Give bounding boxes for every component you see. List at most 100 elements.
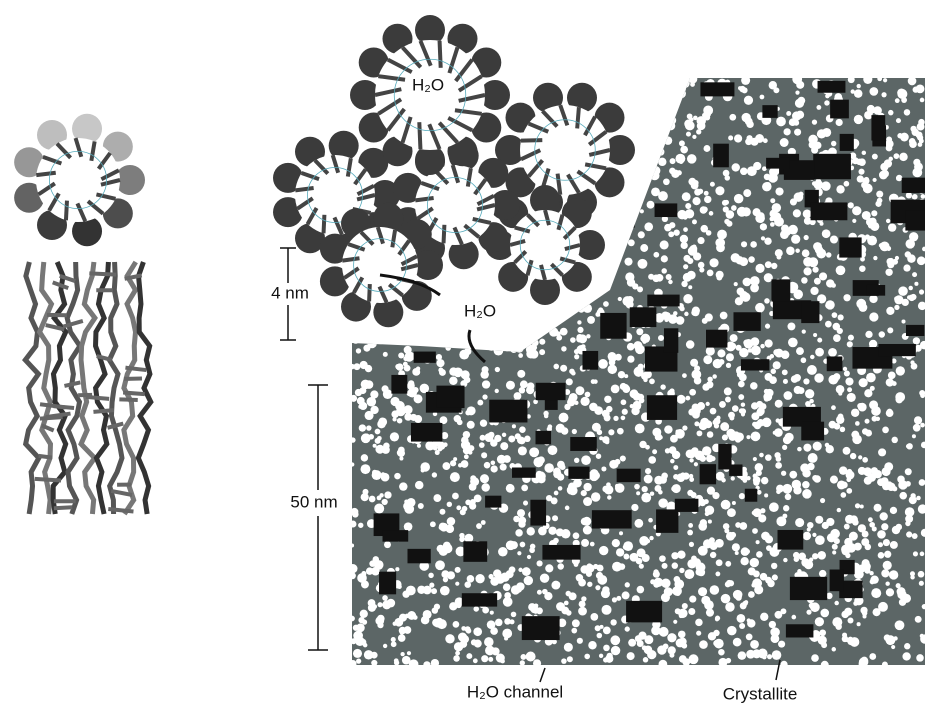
pore — [847, 393, 856, 402]
crosslink — [53, 406, 74, 408]
pore — [914, 416, 922, 424]
pore — [358, 617, 364, 623]
pore — [593, 379, 598, 384]
pore — [360, 610, 368, 618]
pore — [592, 423, 601, 432]
pore — [803, 378, 809, 384]
crystallite — [624, 80, 639, 96]
pore — [831, 405, 836, 410]
crystallite — [818, 81, 846, 93]
channel-label: H₂O channel — [467, 682, 563, 701]
pore — [750, 337, 759, 346]
pore — [822, 229, 831, 238]
crystallite — [596, 83, 632, 94]
pore — [772, 574, 778, 580]
pore — [836, 385, 845, 394]
pore — [739, 373, 747, 381]
pore — [682, 373, 687, 378]
pore — [417, 333, 423, 339]
pore — [518, 332, 527, 341]
pore — [849, 532, 858, 541]
pore — [548, 313, 555, 320]
pore — [885, 582, 889, 586]
crystallite — [790, 577, 827, 600]
pore — [661, 268, 667, 274]
pore — [553, 364, 559, 370]
pore — [645, 111, 654, 120]
pore — [527, 527, 535, 535]
pore — [847, 341, 853, 347]
pore — [820, 498, 825, 503]
pore — [716, 275, 722, 281]
pore — [572, 619, 580, 627]
pore — [511, 585, 520, 594]
pore — [692, 135, 696, 139]
pore — [369, 320, 375, 326]
pore — [786, 247, 795, 256]
pore — [542, 589, 548, 595]
pore — [350, 543, 354, 547]
pore — [832, 550, 836, 554]
pore — [884, 551, 891, 558]
pore — [830, 476, 838, 484]
pore — [801, 277, 808, 284]
pore — [862, 531, 869, 538]
pore — [858, 158, 866, 166]
pore — [606, 406, 612, 412]
pore — [394, 658, 399, 663]
pore — [612, 539, 620, 547]
pore — [565, 591, 571, 597]
pore — [485, 646, 495, 656]
pore — [877, 76, 882, 81]
pore — [670, 158, 676, 164]
pore — [677, 89, 686, 98]
pore — [480, 474, 489, 483]
pore — [887, 327, 893, 333]
pore — [625, 582, 630, 587]
pore — [361, 493, 369, 501]
pore — [487, 620, 496, 629]
pore — [551, 581, 560, 590]
pore — [527, 555, 531, 559]
pore — [706, 455, 714, 463]
pore — [434, 279, 441, 286]
pore — [630, 125, 637, 132]
pore — [810, 355, 815, 360]
pore — [741, 547, 750, 556]
pore — [639, 564, 644, 569]
pore — [740, 408, 746, 414]
pore — [870, 575, 878, 583]
pore — [518, 568, 522, 572]
pore — [625, 272, 634, 281]
pore — [642, 554, 650, 562]
pore — [622, 384, 629, 391]
pore — [863, 75, 872, 84]
pore — [366, 567, 373, 574]
pore — [836, 119, 843, 126]
pore — [728, 135, 733, 140]
pore — [490, 611, 494, 615]
pore — [522, 299, 530, 307]
pore — [603, 657, 608, 662]
crystallite — [542, 545, 580, 560]
pore — [575, 296, 584, 305]
pore — [449, 317, 454, 322]
pore — [622, 189, 629, 196]
pore — [608, 429, 614, 435]
pore — [473, 335, 480, 342]
pore — [916, 654, 924, 662]
pore — [842, 547, 850, 555]
pore — [482, 366, 489, 373]
pore — [872, 526, 877, 531]
pore — [539, 349, 545, 355]
pore — [510, 541, 518, 549]
pore — [770, 222, 775, 227]
pore — [703, 105, 713, 115]
pore — [869, 312, 878, 321]
pore — [530, 544, 536, 550]
single-micelle-and-polymer — [14, 114, 151, 514]
pore — [460, 509, 466, 515]
pore — [422, 322, 431, 331]
pore — [676, 316, 685, 325]
pore — [729, 416, 734, 421]
